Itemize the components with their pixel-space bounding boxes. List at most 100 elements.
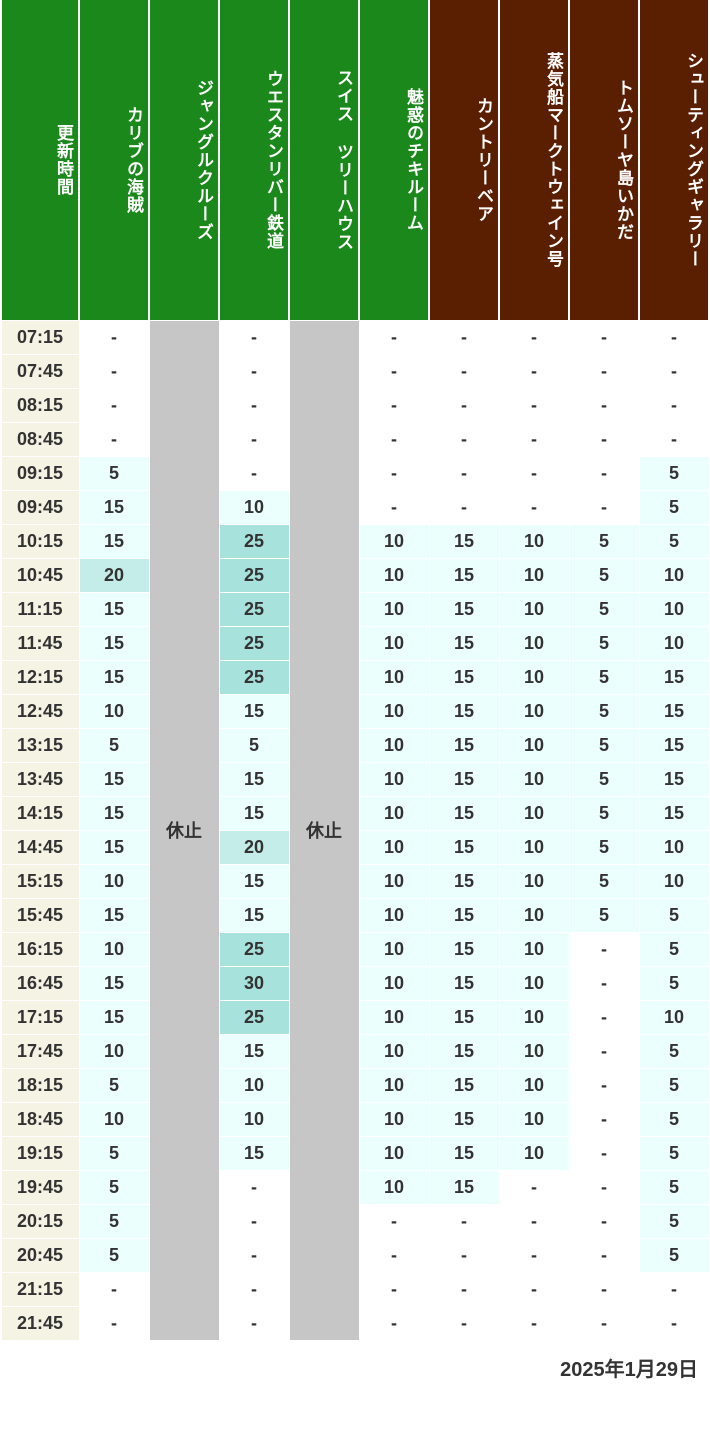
wait-cell-shooting: 5 <box>639 456 709 490</box>
wait-cell-tomsawyer: 5 <box>569 558 639 592</box>
wait-cell-western: 25 <box>219 932 289 966</box>
wait-cell-country: 15 <box>429 626 499 660</box>
wait-cell-tiki: 10 <box>359 830 429 864</box>
wait-cell-shooting: 10 <box>639 864 709 898</box>
wait-cell-tomsawyer: - <box>569 1102 639 1136</box>
wait-cell-country: 15 <box>429 728 499 762</box>
wait-cell-tiki: 10 <box>359 1034 429 1068</box>
wait-cell-tomsawyer: - <box>569 1068 639 1102</box>
wait-cell-shooting: 5 <box>639 898 709 932</box>
wait-cell-shooting: 10 <box>639 626 709 660</box>
wait-cell-western: 25 <box>219 660 289 694</box>
wait-cell-western: - <box>219 422 289 456</box>
wait-cell-shooting: - <box>639 320 709 354</box>
wait-cell-caribbean: 15 <box>79 626 149 660</box>
wait-cell-shooting: 10 <box>639 830 709 864</box>
date-footer: 2025年1月29日 <box>0 1341 710 1386</box>
wait-cell-country: 15 <box>429 524 499 558</box>
time-cell: 10:15 <box>1 524 79 558</box>
wait-cell-tiki: - <box>359 490 429 524</box>
wait-cell-tomsawyer: 5 <box>569 592 639 626</box>
wait-cell-western: 15 <box>219 762 289 796</box>
time-cell: 10:45 <box>1 558 79 592</box>
wait-cell-tiki: - <box>359 1238 429 1272</box>
time-cell: 20:15 <box>1 1204 79 1238</box>
wait-cell-caribbean: - <box>79 1272 149 1306</box>
wait-cell-country: 15 <box>429 1000 499 1034</box>
wait-cell-tiki: 10 <box>359 660 429 694</box>
wait-cell-caribbean: 15 <box>79 490 149 524</box>
wait-cell-tomsawyer: 5 <box>569 830 639 864</box>
wait-cell-tomsawyer: 5 <box>569 898 639 932</box>
wait-cell-shooting: 10 <box>639 1000 709 1034</box>
wait-cell-country: 15 <box>429 592 499 626</box>
wait-time-table-container: 更新時間カリブの海賊ジャングルクルーズウエスタンリバー鉄道スイス ツリーハウス魅… <box>0 0 710 1386</box>
column-header-tomsawyer: トムソーヤ島いかだ <box>569 0 639 320</box>
wait-cell-tiki: - <box>359 1306 429 1340</box>
wait-cell-tomsawyer: - <box>569 1272 639 1306</box>
wait-cell-caribbean: 5 <box>79 1238 149 1272</box>
wait-cell-tiki: 10 <box>359 728 429 762</box>
wait-cell-country: 15 <box>429 796 499 830</box>
wait-cell-marktwain: - <box>499 1204 569 1238</box>
wait-cell-caribbean: 15 <box>79 524 149 558</box>
wait-cell-marktwain: 10 <box>499 1034 569 1068</box>
wait-cell-tiki: - <box>359 456 429 490</box>
wait-cell-caribbean: 15 <box>79 796 149 830</box>
wait-cell-marktwain: 10 <box>499 1102 569 1136</box>
column-header-tiki: 魅惑のチキルーム <box>359 0 429 320</box>
column-header-jungle: ジャングルクルーズ <box>149 0 219 320</box>
time-cell: 11:15 <box>1 592 79 626</box>
wait-cell-western: 15 <box>219 864 289 898</box>
wait-cell-country: - <box>429 1204 499 1238</box>
wait-cell-caribbean: - <box>79 422 149 456</box>
wait-cell-caribbean: 15 <box>79 1000 149 1034</box>
wait-cell-marktwain: - <box>499 388 569 422</box>
wait-cell-tomsawyer: - <box>569 1136 639 1170</box>
wait-cell-caribbean: 5 <box>79 1170 149 1204</box>
wait-cell-marktwain: 10 <box>499 864 569 898</box>
wait-cell-caribbean: - <box>79 388 149 422</box>
wait-cell-western: 25 <box>219 558 289 592</box>
wait-cell-tiki: 10 <box>359 864 429 898</box>
time-cell: 15:15 <box>1 864 79 898</box>
wait-cell-western: - <box>219 1306 289 1340</box>
wait-cell-tomsawyer: - <box>569 320 639 354</box>
wait-cell-tomsawyer: 5 <box>569 796 639 830</box>
wait-cell-caribbean: 10 <box>79 1034 149 1068</box>
wait-cell-country: 15 <box>429 1034 499 1068</box>
wait-cell-tiki: 10 <box>359 1170 429 1204</box>
time-cell: 12:45 <box>1 694 79 728</box>
wait-cell-caribbean: 15 <box>79 660 149 694</box>
wait-cell-western: 15 <box>219 694 289 728</box>
wait-cell-shooting: 5 <box>639 966 709 1000</box>
wait-cell-tomsawyer: - <box>569 1000 639 1034</box>
time-cell: 07:45 <box>1 354 79 388</box>
wait-cell-country: 15 <box>429 1102 499 1136</box>
wait-cell-country: 15 <box>429 660 499 694</box>
wait-cell-country: 15 <box>429 966 499 1000</box>
wait-cell-western: - <box>219 456 289 490</box>
wait-cell-country: - <box>429 422 499 456</box>
wait-cell-caribbean: 15 <box>79 830 149 864</box>
time-cell: 15:45 <box>1 898 79 932</box>
wait-cell-western: 10 <box>219 1068 289 1102</box>
wait-cell-tomsawyer: - <box>569 388 639 422</box>
wait-cell-marktwain: 10 <box>499 626 569 660</box>
wait-cell-country: 15 <box>429 830 499 864</box>
wait-cell-tomsawyer: - <box>569 1034 639 1068</box>
wait-cell-western: 15 <box>219 796 289 830</box>
wait-cell-tiki: - <box>359 1272 429 1306</box>
wait-cell-tomsawyer: - <box>569 932 639 966</box>
wait-cell-caribbean: 20 <box>79 558 149 592</box>
column-header-time: 更新時間 <box>1 0 79 320</box>
wait-cell-caribbean: 15 <box>79 898 149 932</box>
wait-cell-marktwain: - <box>499 320 569 354</box>
wait-cell-tiki: - <box>359 422 429 456</box>
wait-cell-shooting: 5 <box>639 932 709 966</box>
wait-cell-western: - <box>219 354 289 388</box>
wait-cell-caribbean: 5 <box>79 456 149 490</box>
wait-cell-shooting: 5 <box>639 1136 709 1170</box>
wait-cell-caribbean: 5 <box>79 1204 149 1238</box>
time-cell: 18:45 <box>1 1102 79 1136</box>
